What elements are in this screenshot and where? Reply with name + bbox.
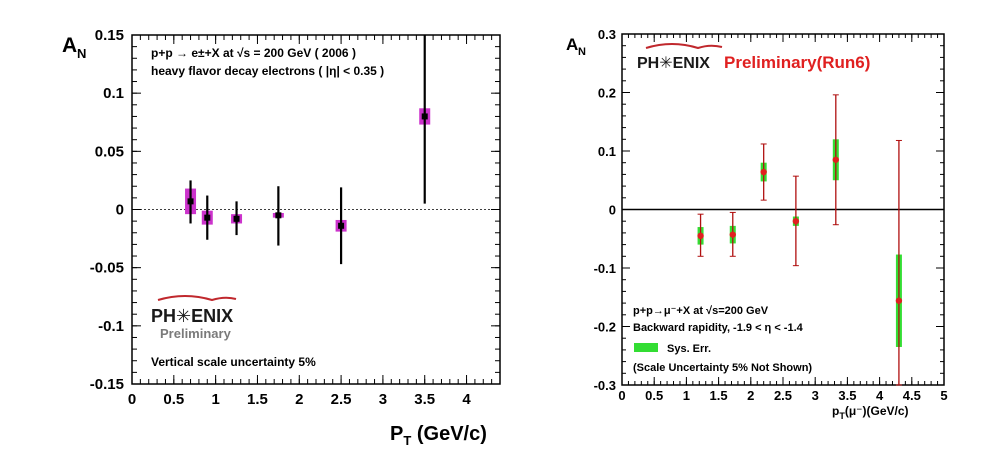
right-phenix-logo: PH✳ENIX: [637, 43, 723, 72]
left-x-tick-label: 4: [462, 391, 471, 408]
right-y-tick-label: 0.3: [598, 27, 616, 42]
left-x-axis-label-sub: T: [403, 433, 411, 448]
right-y-tick-label: -0.2: [594, 320, 616, 335]
right-data-point: [895, 297, 903, 304]
right-x-tick-label: 3: [812, 388, 819, 403]
left-x-tick-label: 2.5: [331, 391, 352, 408]
left-x-axis-label-main: P: [390, 423, 403, 445]
right-x-tick-label: 3.5: [838, 388, 856, 403]
left-x-tick-label: 1.5: [247, 391, 268, 408]
right-logo-swoosh: [645, 43, 723, 50]
right-y-tick-label: -0.3: [594, 378, 616, 393]
left-annotation-scale: Vertical scale uncertainty 5%: [151, 355, 316, 369]
left-x-axis-label-unit: (GeV/c): [411, 423, 487, 445]
right-x-tick-label: 0.5: [645, 388, 663, 403]
left-x-tick-label: 2: [295, 391, 303, 408]
left-logo-swoosh: [157, 295, 237, 302]
left-x-tick-label: 3.5: [414, 391, 435, 408]
left-annotation-sample: heavy flavor decay electrons ( |η| < 0.3…: [151, 64, 384, 78]
left-chart: 0 0.5 1 1.5 2 2.5 3 3.5 4 -0.15 -0.1 -0.05 0 0.05 0.1…: [62, 27, 501, 448]
left-x-tick-label: 0.5: [163, 391, 184, 408]
right-x-axis-label: pT(μ⁻)(GeV/c): [832, 404, 909, 421]
left-x-ticks: 0 0.5 1 1.5 2 2.5 3 3.5 4: [128, 35, 501, 408]
left-preliminary-label: Preliminary: [160, 326, 232, 341]
left-y-tick-label: -0.1: [98, 318, 124, 335]
right-data-point: [697, 232, 704, 240]
left-data-point: [233, 215, 240, 222]
right-y-ticks: -0.3 -0.2 -0.1 0 0.1 0.2 0.3: [594, 27, 944, 393]
right-x-tick-label: 1: [683, 388, 690, 403]
left-logo-text: PH✳ENIX: [151, 306, 233, 326]
right-y-tick-label: -0.1: [594, 261, 616, 276]
right-data-point: [792, 218, 800, 225]
left-y-tick-label: 0.15: [95, 27, 124, 44]
left-y-tick-label: -0.15: [90, 376, 124, 393]
left-x-axis-label: PT (GeV/c): [390, 423, 487, 448]
right-x-tick-label: 4: [876, 388, 884, 403]
left-y-tick-label: 0: [116, 202, 124, 219]
left-data-point: [338, 222, 345, 229]
left-x-tick-label: 1: [211, 391, 219, 408]
right-x-tick-label: 4.5: [903, 388, 921, 403]
right-y-tick-label: 0: [609, 203, 616, 218]
right-y-axis-label-sub: N: [578, 46, 586, 58]
right-data-point: [832, 156, 840, 163]
left-x-tick-label: 3: [379, 391, 387, 408]
left-data-point: [421, 113, 428, 120]
right-annotation-rapidity: Backward rapidity, -1.9 < η < -1.4: [633, 322, 804, 334]
left-y-tick-label: 0.05: [95, 143, 124, 160]
left-data-point: [187, 198, 194, 205]
left-y-tick-label: -0.05: [90, 260, 124, 277]
right-x-axis-label-unit: (μ⁻)(GeV/c): [845, 404, 909, 418]
right-data-point: [760, 168, 767, 176]
left-y-tick-label: 0.1: [103, 85, 124, 102]
left-data-point: [275, 212, 282, 219]
left-phenix-logo: PH✳ENIX Preliminary: [151, 295, 237, 341]
right-data-point: [729, 231, 736, 238]
left-data-point: [204, 214, 211, 221]
right-y-tick-label: 0.2: [598, 86, 616, 101]
right-data-marks: [697, 94, 903, 386]
right-x-tick-label: 0: [618, 388, 625, 403]
right-legend-sys-label: Sys. Err.: [667, 343, 711, 355]
right-annotation-reaction: p+p→μ⁻+X at √s=200 GeV: [633, 305, 769, 317]
left-y-axis-label: A: [62, 34, 77, 57]
right-preliminary-label: Preliminary(Run6): [724, 53, 870, 72]
right-x-ticks: 0 0.5 1 1.5 2 2.5 3 3.5 4 4.5 5: [618, 34, 948, 403]
right-x-axis-label-main: p: [832, 404, 839, 418]
right-x-tick-label: 1.5: [710, 388, 728, 403]
right-x-tick-label: 5: [940, 388, 947, 403]
right-legend-sys-swatch: [634, 343, 658, 352]
right-x-tick-label: 2.5: [774, 388, 792, 403]
right-x-tick-label: 2: [747, 388, 754, 403]
right-logo-text: PH✳ENIX: [637, 55, 710, 72]
right-annotation-scale: (Scale Uncertainty 5% Not Shown): [633, 362, 812, 374]
right-y-axis-label: A: [566, 35, 578, 54]
left-x-tick-label: 0: [128, 391, 136, 408]
left-y-ticks: -0.15 -0.1 -0.05 0 0.05 0.1 0.15: [90, 27, 500, 393]
right-y-tick-label: 0.1: [598, 144, 616, 159]
right-chart: 0 0.5 1 1.5 2 2.5 3 3.5 4 4.5 5 -0.3 -0.2 -0.1 0 0.1 0.…: [566, 27, 948, 421]
left-data-marks: [185, 35, 431, 265]
right-x-axis-label-sub: T: [839, 411, 845, 421]
left-y-axis-label-sub: N: [77, 46, 86, 61]
left-annotation-reaction: p+p → e±+X at √s = 200 GeV ( 2006 ): [151, 46, 356, 60]
